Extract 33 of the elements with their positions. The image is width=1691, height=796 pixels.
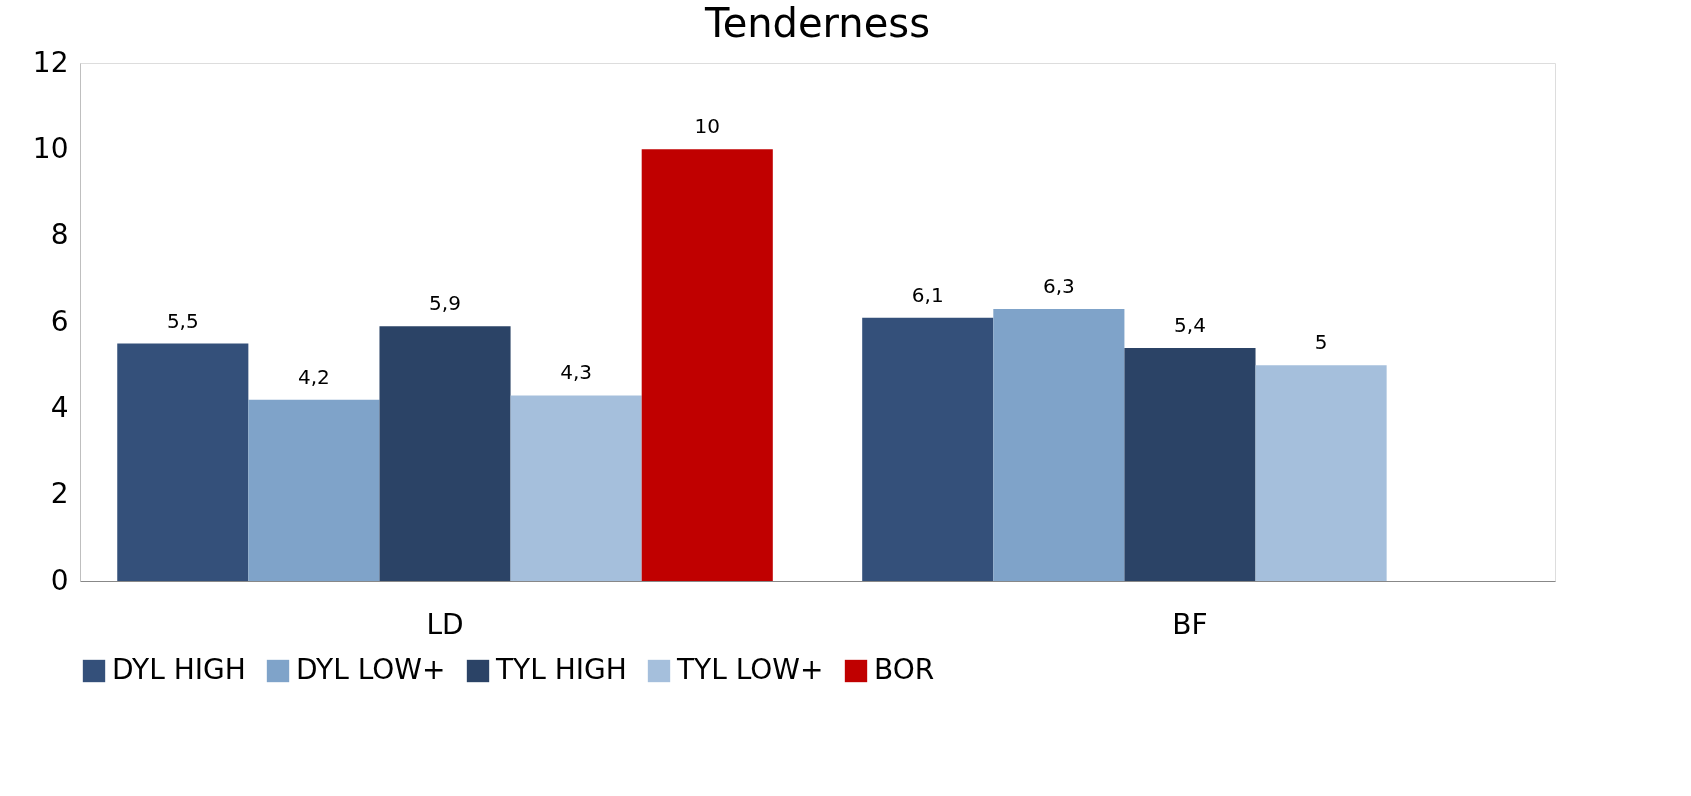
y-tick-label: 0 <box>50 563 69 597</box>
bar <box>993 309 1125 581</box>
y-tick-label: 8 <box>50 218 69 252</box>
y-tick-label: 10 <box>32 131 69 165</box>
data-label: 4,2 <box>298 364 330 389</box>
y-tick-label: 4 <box>50 390 69 424</box>
bar <box>641 149 773 581</box>
y-tick-label: 12 <box>32 45 69 79</box>
legend-label: BOR <box>874 653 935 686</box>
legend-label: DYL HIGH <box>112 653 246 686</box>
legend-label: TYL HIGH <box>495 653 627 686</box>
bar <box>379 326 511 581</box>
legend-label: DYL LOW+ <box>296 653 446 686</box>
data-label: 6,3 <box>1042 274 1075 299</box>
data-label: 5,9 <box>429 291 461 316</box>
chart-title: Tenderness <box>704 0 930 46</box>
data-label: 5,5 <box>166 308 199 333</box>
y-tick-label: 6 <box>50 304 69 338</box>
data-label: 5,4 <box>1174 312 1206 337</box>
x-tick-label: BF <box>1172 607 1208 641</box>
x-tick-label: LD <box>426 607 464 641</box>
bar <box>248 399 380 581</box>
y-tick-label: 2 <box>50 477 69 511</box>
bar <box>510 395 642 581</box>
bar <box>1255 365 1387 581</box>
data-label: 10 <box>694 114 720 139</box>
data-label: 5 <box>1314 330 1328 355</box>
data-label: 4,3 <box>560 360 593 385</box>
bar <box>862 317 994 581</box>
bar <box>117 343 249 581</box>
data-label: 6,1 <box>911 282 944 307</box>
legend-label: TYL LOW+ <box>676 653 824 686</box>
bar <box>1124 347 1256 581</box>
